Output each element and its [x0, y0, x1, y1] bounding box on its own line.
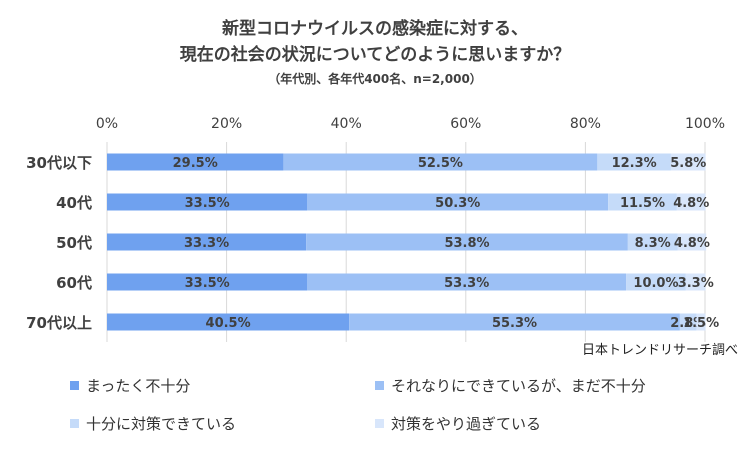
bar-segment — [107, 313, 350, 331]
data-label: 52.5% — [418, 156, 463, 171]
chart-subtitle: （年代別、各年代400名、n=2,000） — [268, 72, 482, 86]
bar-segment — [597, 153, 671, 171]
data-label: 53.3% — [444, 276, 489, 291]
category-label: 60代 — [56, 274, 92, 292]
data-label: 12.3% — [612, 156, 657, 171]
data-label: 1.5% — [683, 316, 719, 331]
x-tick-label: 60% — [450, 116, 481, 132]
data-label: 4.8% — [674, 236, 710, 251]
bar-segment — [627, 233, 678, 251]
legend-swatch — [70, 419, 79, 428]
data-label: 33.5% — [185, 276, 230, 291]
bar-segment — [696, 313, 706, 331]
data-label: 55.3% — [492, 316, 537, 331]
bar-segment — [283, 153, 598, 171]
x-tick-label: 100% — [685, 116, 725, 132]
data-label: 53.8% — [444, 236, 489, 251]
data-label: 5.8% — [670, 156, 706, 171]
bar-segment — [677, 233, 707, 251]
bar-segment — [307, 273, 627, 291]
legend-item: 十分に対策できている — [70, 413, 236, 434]
legend-swatch — [375, 381, 384, 390]
bar-segment — [107, 153, 284, 171]
bar-segment — [608, 193, 677, 211]
category-label: 70代以上 — [26, 314, 92, 332]
source-note: 日本トレンドリサーチ調べ — [581, 343, 738, 358]
x-tick-label: 80% — [570, 116, 601, 132]
legend-item: まったく不十分 — [70, 375, 190, 396]
category-label: 30代以下 — [26, 154, 92, 172]
data-label: 4.8% — [673, 196, 709, 211]
data-label: 10.0% — [633, 276, 678, 291]
bar-segment — [306, 233, 628, 251]
category-label: 50代 — [56, 234, 92, 252]
bar-segment — [670, 153, 706, 171]
chart-title-line1: 新型コロナウイルスの感染症に対する、 — [222, 19, 528, 39]
data-label: 29.5% — [173, 156, 218, 171]
bar-segment — [679, 313, 697, 331]
legend-item: それなりにできているが、まだ不十分 — [375, 375, 646, 396]
bar-segment — [107, 273, 308, 291]
legend-label: 十分に対策できている — [86, 415, 237, 433]
bar-segment — [307, 193, 609, 211]
data-label: 11.5% — [620, 196, 665, 211]
bar-segment — [626, 273, 686, 291]
bar-segment — [349, 313, 680, 331]
data-label: 3.3% — [678, 276, 714, 291]
legend-swatch — [375, 419, 384, 428]
data-label: 8.3% — [635, 236, 671, 251]
bar-segment — [676, 193, 706, 211]
bar-segment — [107, 193, 308, 211]
category-label: 40代 — [56, 194, 92, 212]
data-label: 33.5% — [185, 196, 230, 211]
chart-title-line2: 現在の社会の状況についてどのように思いますか？ — [179, 45, 571, 65]
x-tick-label: 40% — [331, 116, 362, 132]
legend-item: 対策をやり過ぎている — [375, 413, 541, 434]
legend-label: 対策をやり過ぎている — [391, 415, 542, 433]
legend-swatch — [70, 381, 79, 390]
data-label: 50.3% — [435, 196, 480, 211]
data-label: 40.5% — [206, 316, 251, 331]
legend-label: まったく不十分 — [86, 377, 191, 395]
x-tick-label: 0% — [96, 116, 118, 132]
bar-segment — [107, 233, 307, 251]
legend-label: それなりにできているが、まだ不十分 — [391, 377, 646, 395]
x-tick-label: 20% — [211, 116, 242, 132]
data-label: 33.3% — [184, 236, 229, 251]
bar-segment — [685, 273, 706, 291]
